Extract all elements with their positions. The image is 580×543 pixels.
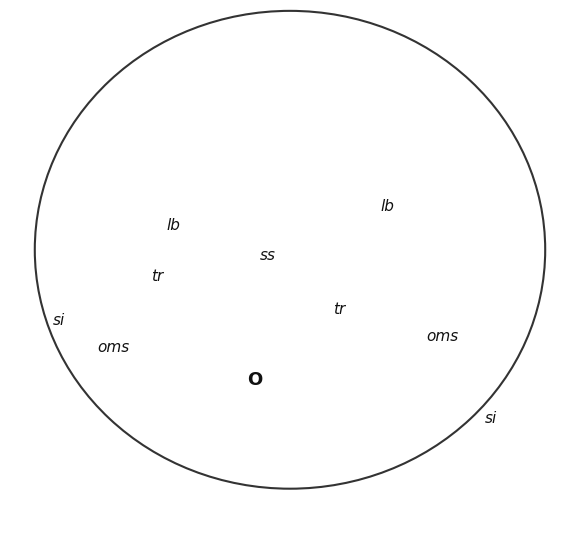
Text: oms: oms <box>426 329 458 344</box>
Ellipse shape <box>73 43 507 435</box>
Ellipse shape <box>473 345 517 437</box>
Text: ss: ss <box>260 248 276 263</box>
Text: tr: tr <box>333 302 345 317</box>
Ellipse shape <box>122 33 285 130</box>
Text: lb: lb <box>381 199 394 214</box>
Ellipse shape <box>320 310 412 391</box>
Ellipse shape <box>214 337 295 434</box>
Ellipse shape <box>51 195 246 348</box>
Text: oms: oms <box>97 340 130 355</box>
Text: si: si <box>485 411 497 426</box>
Text: si: si <box>53 313 66 328</box>
PathPatch shape <box>19 0 561 543</box>
Text: lb: lb <box>381 199 394 214</box>
Text: lb: lb <box>166 218 180 233</box>
Ellipse shape <box>345 195 518 337</box>
Text: oms: oms <box>426 329 458 344</box>
Text: O: O <box>247 371 262 389</box>
Ellipse shape <box>35 11 545 489</box>
Text: si: si <box>53 313 66 328</box>
Text: ss: ss <box>260 248 276 263</box>
Ellipse shape <box>51 318 171 410</box>
Ellipse shape <box>36 277 82 380</box>
Ellipse shape <box>35 81 143 244</box>
Ellipse shape <box>225 152 355 261</box>
Text: si: si <box>485 411 497 426</box>
Ellipse shape <box>306 27 448 114</box>
Text: oms: oms <box>97 340 130 355</box>
Text: tr: tr <box>151 269 163 285</box>
Ellipse shape <box>445 81 537 223</box>
Text: O: O <box>247 371 262 389</box>
Text: tr: tr <box>333 302 345 317</box>
Ellipse shape <box>149 0 431 98</box>
Text: lb: lb <box>166 218 180 233</box>
Text: tr: tr <box>151 269 163 285</box>
